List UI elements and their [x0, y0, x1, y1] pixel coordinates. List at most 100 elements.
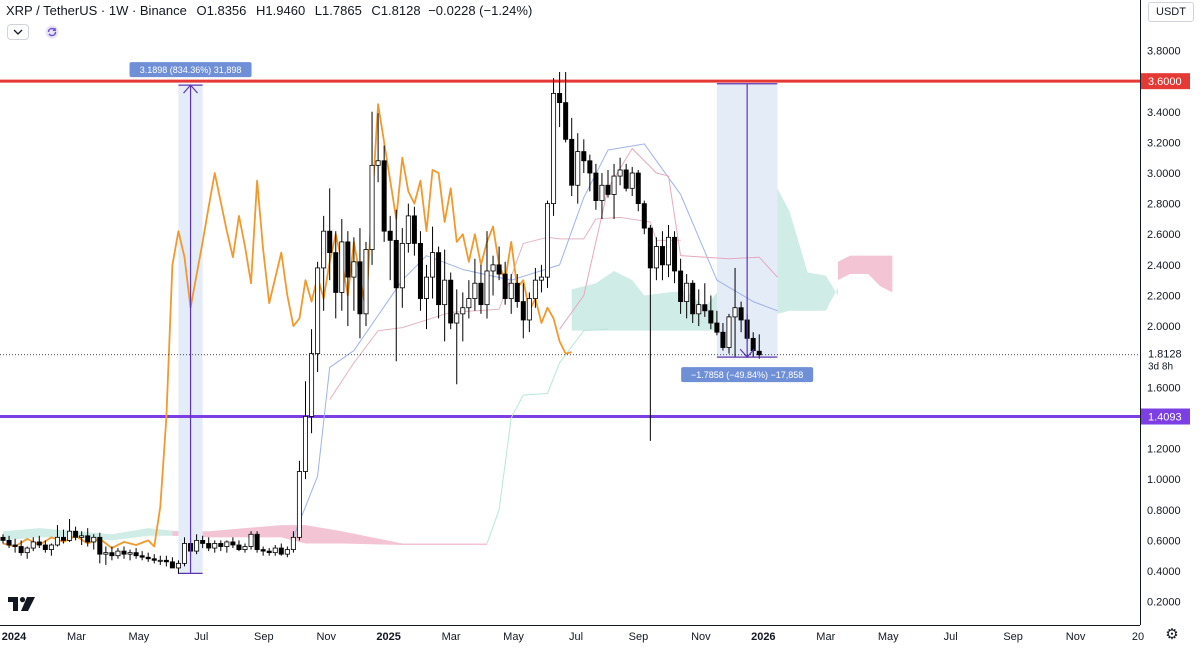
candle: [738, 301, 744, 333]
candle-body: [411, 215, 417, 244]
close-value: 1.8128: [380, 3, 421, 18]
candle: [169, 557, 175, 569]
candle: [278, 543, 284, 556]
candle-body: [659, 246, 665, 266]
candle: [321, 215, 327, 311]
candle: [206, 537, 212, 552]
candle-body: [224, 541, 230, 547]
candlesticks: [0, 71, 762, 575]
candle: [42, 540, 48, 553]
candle-body: [496, 264, 502, 275]
lagging-line-low: [486, 328, 609, 544]
time-axis[interactable]: 2024 Mar May Jul Sep Nov 2025 Mar May Jul Sep Nov 20…: [2, 631, 1144, 643]
candle-body: [575, 151, 581, 186]
collapse-legend-button[interactable]: [7, 24, 29, 40]
candle-body: [260, 549, 266, 552]
close-label: C: [371, 3, 381, 18]
candle: [502, 261, 508, 305]
candle: [520, 283, 526, 339]
y-tick-label: 3.8000: [1147, 46, 1181, 58]
candle: [12, 538, 18, 553]
candle-body: [502, 273, 508, 299]
candle: [381, 145, 387, 242]
chevron-down-icon: [13, 29, 23, 35]
candle-body: [284, 549, 290, 555]
candle: [411, 206, 417, 256]
candle: [532, 267, 538, 308]
candle-body: [230, 541, 236, 546]
candle-body: [514, 282, 520, 303]
candle: [272, 544, 278, 556]
candle-body: [73, 530, 79, 538]
x-tick-label: Mar: [442, 631, 461, 643]
candle: [430, 226, 436, 299]
candle: [48, 543, 54, 556]
candle: [417, 231, 423, 311]
candle: [357, 228, 363, 339]
candle: [423, 264, 429, 330]
candle-body: [333, 252, 339, 293]
candle-body: [569, 138, 575, 186]
candle: [454, 289, 460, 385]
candle-body: [6, 540, 12, 546]
candle: [18, 540, 24, 556]
candle-body: [478, 282, 484, 306]
candle: [617, 157, 623, 186]
candle-body: [175, 562, 181, 569]
candle-body: [508, 282, 514, 299]
candle-body: [321, 230, 327, 269]
y-tick-label: 2.8000: [1147, 199, 1181, 211]
candle: [569, 117, 575, 196]
y-tick-label: 0.6000: [1147, 535, 1181, 547]
candle-body: [538, 276, 544, 281]
candle: [714, 310, 720, 336]
candle: [109, 546, 115, 561]
high-label: H: [256, 3, 266, 18]
candle: [157, 555, 163, 565]
symbol-title[interactable]: XRP / TetherUS · 1W · Binance: [6, 3, 187, 18]
candle-body: [315, 267, 321, 355]
candle: [85, 528, 91, 547]
candle-body: [278, 547, 284, 555]
refresh-icon: [45, 25, 59, 39]
candle: [635, 169, 641, 212]
candle-body: [423, 276, 429, 299]
candle-body: [169, 561, 175, 569]
candle: [514, 274, 520, 308]
refresh-button[interactable]: [41, 24, 63, 40]
cloud-red-early: [172, 525, 487, 545]
last-price-value: 1.8128: [1148, 349, 1182, 361]
support-tag-label: 1.4093: [1148, 412, 1182, 424]
y-tick-label: 3.4000: [1147, 107, 1181, 119]
y-tick-label: 2.2000: [1147, 290, 1181, 302]
price-axis[interactable]: 3.8000 3.6000 3.4000 3.2000 3.0000 2.8000 2.60…: [1147, 46, 1181, 609]
low-label: L: [314, 3, 323, 18]
candle-body: [666, 236, 672, 266]
candle: [659, 231, 665, 281]
gear-icon: ⚙: [1165, 626, 1179, 643]
high-value: 1.9460: [265, 3, 306, 18]
candle-body: [194, 540, 200, 552]
candle-body: [67, 530, 73, 541]
currency-selector[interactable]: USDT: [1148, 2, 1194, 22]
candle: [387, 215, 393, 281]
candle: [351, 237, 357, 311]
candle: [248, 531, 254, 550]
candle: [557, 71, 563, 128]
candle-body: [635, 172, 641, 205]
candle: [24, 546, 30, 559]
candle-body: [181, 543, 187, 564]
candle-body: [448, 279, 454, 324]
candle: [0, 534, 6, 544]
x-tick-label: May: [878, 631, 899, 643]
low-value: 1.7865: [322, 3, 362, 18]
candle-body: [97, 536, 103, 555]
candle-body: [417, 243, 423, 299]
candle: [442, 249, 448, 342]
settings-button[interactable]: ⚙: [1164, 627, 1180, 643]
measure-arrow-head-0: [183, 84, 199, 94]
candle: [593, 163, 599, 210]
candle-body: [756, 350, 762, 356]
candle: [133, 548, 139, 559]
